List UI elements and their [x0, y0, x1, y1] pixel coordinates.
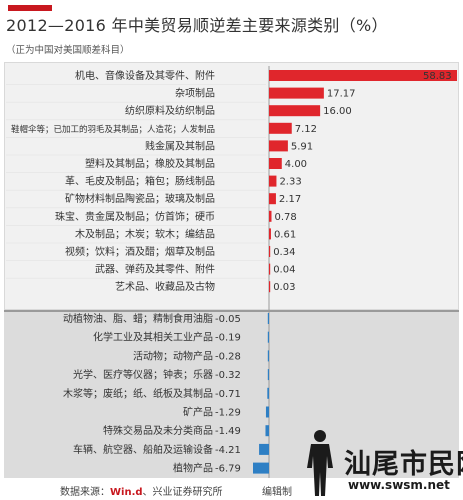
- bar-2: [269, 87, 324, 99]
- negative-panel: [4, 310, 459, 478]
- source-wind: Win.d: [110, 487, 143, 498]
- value-label-12: 0.04: [273, 265, 295, 276]
- category-label-4: 鞋帽伞等；已加工的羽毛及其制品；人造花；人发制品: [11, 124, 215, 135]
- bar-14: [267, 313, 269, 324]
- bar-18: [267, 387, 269, 399]
- editor-credit: 编辑制: [262, 487, 292, 498]
- category-label-19: 矿产品: [183, 406, 213, 419]
- bar-10: [269, 228, 271, 240]
- bar-5: [269, 140, 288, 152]
- bar-21: [259, 443, 269, 455]
- value-label-6: 4.00: [285, 159, 307, 170]
- category-label-22: 植物产品: [173, 462, 213, 475]
- source-prefix: 数据来源：: [60, 487, 110, 498]
- bar-8: [269, 193, 276, 205]
- value-label-18: -0.71: [215, 389, 241, 400]
- value-label-3: 16.00: [323, 106, 352, 117]
- category-label-9: 珠宝、贵金属及制品；仿首饰；硬币: [55, 210, 215, 223]
- bar-22: [253, 462, 269, 474]
- category-label-11: 视频；饮料；酒及醋；烟草及制品: [65, 245, 215, 258]
- category-label-3: 纺织原料及纺织制品: [125, 104, 215, 117]
- person-silhouette-icon: [307, 430, 333, 496]
- bar-16: [267, 350, 269, 362]
- value-label-14: -0.05: [215, 314, 241, 325]
- data-source: 数据来源：Win.d、兴业证券研究所: [60, 483, 223, 498]
- value-label-13: 0.03: [273, 282, 295, 293]
- bar-11: [269, 246, 271, 257]
- positive-panel: [4, 62, 459, 310]
- bar-20: [265, 425, 269, 437]
- source-suffix: 、兴业证券研究所: [142, 487, 223, 498]
- category-label-20: 特殊交易品及未分类商品: [103, 424, 213, 437]
- bar-4: [269, 122, 292, 134]
- category-label-5: 贱金属及其制品: [145, 139, 215, 152]
- category-label-17: 光学、医疗等仪器；钟表；乐器: [73, 368, 213, 381]
- bar-17: [267, 369, 269, 381]
- bar-7: [269, 175, 277, 187]
- bar-15: [267, 331, 269, 343]
- value-label-16: -0.28: [215, 351, 241, 362]
- value-label-21: -4.21: [215, 445, 241, 456]
- watermark-url: www.swsm.net: [348, 478, 450, 492]
- category-label-7: 革、毛皮及制品；箱包；肠线制品: [65, 175, 215, 188]
- value-label-7: 2.33: [279, 177, 301, 188]
- chart-title: 2012—2016 年中美贸易顺逆差主要来源类别（%）: [6, 16, 388, 35]
- category-label-6: 塑料及其制品；橡胶及其制品: [85, 157, 215, 170]
- value-label-20: -1.49: [215, 426, 241, 437]
- watermark: 汕尾市民网 www.swsm.net: [300, 420, 463, 500]
- category-label-13: 艺术品、收藏品及古物: [115, 280, 215, 293]
- value-label-1: 58.83: [423, 71, 452, 82]
- value-label-9: 0.78: [274, 212, 296, 223]
- category-label-16: 活动物；动物产品: [133, 349, 213, 362]
- category-label-12: 武器、弹药及其零件、附件: [95, 263, 215, 276]
- value-label-19: -1.29: [215, 408, 241, 419]
- bar-6: [269, 158, 282, 169]
- bar-19: [265, 406, 269, 418]
- category-label-18: 木浆等；废纸；纸、纸板及其制品: [63, 387, 213, 400]
- category-label-2: 杂项制品: [175, 87, 215, 100]
- bar-12: [269, 263, 271, 275]
- value-label-8: 2.17: [279, 194, 301, 205]
- value-label-15: -0.19: [215, 333, 241, 344]
- value-label-17: -0.32: [215, 370, 241, 381]
- value-label-22: -6.79: [215, 464, 241, 475]
- value-label-4: 7.12: [295, 124, 317, 135]
- bar-1: [269, 70, 457, 81]
- title-accent-bar: [8, 5, 52, 11]
- value-label-5: 5.91: [291, 141, 313, 152]
- category-label-14: 动植物油、脂、蜡；精制食用油脂: [63, 312, 213, 325]
- bar-9: [269, 210, 272, 222]
- value-label-11: 0.34: [273, 247, 295, 258]
- bar-3: [269, 105, 321, 117]
- chart-subtitle: （正为中国对美国顺差科目）: [6, 45, 130, 56]
- category-label-10: 木及制品；木炭；软木；编结品: [75, 227, 215, 240]
- bar-13: [269, 281, 271, 293]
- category-label-8: 矿物材料制品陶瓷品；玻璃及制品: [65, 192, 215, 205]
- category-label-15: 化学工业及其相关工业产品: [93, 331, 213, 344]
- value-label-10: 0.61: [274, 229, 296, 240]
- category-label-1: 机电、音像设备及其零件、附件: [75, 69, 215, 82]
- value-label-2: 17.17: [327, 89, 356, 100]
- watermark-logo: 汕尾市民网: [344, 449, 463, 480]
- category-label-21: 车辆、航空器、船舶及运输设备: [73, 443, 213, 456]
